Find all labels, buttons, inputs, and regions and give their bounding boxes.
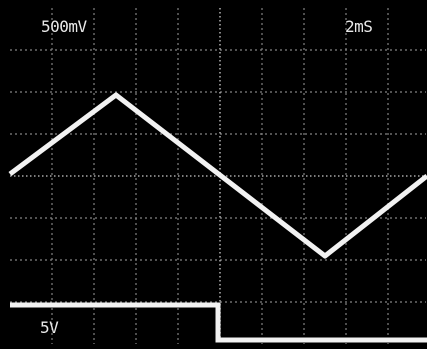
ch2-volts-per-div-readout: 5V: [40, 318, 59, 337]
ch1-volts-per-div-readout: 500mV: [41, 17, 87, 36]
timebase-readout: 2mS: [345, 17, 373, 36]
ch1-triangle-trace: [8, 92, 427, 259]
graticule-grid: [10, 8, 426, 344]
ch2-square-trace: [10, 302, 427, 343]
